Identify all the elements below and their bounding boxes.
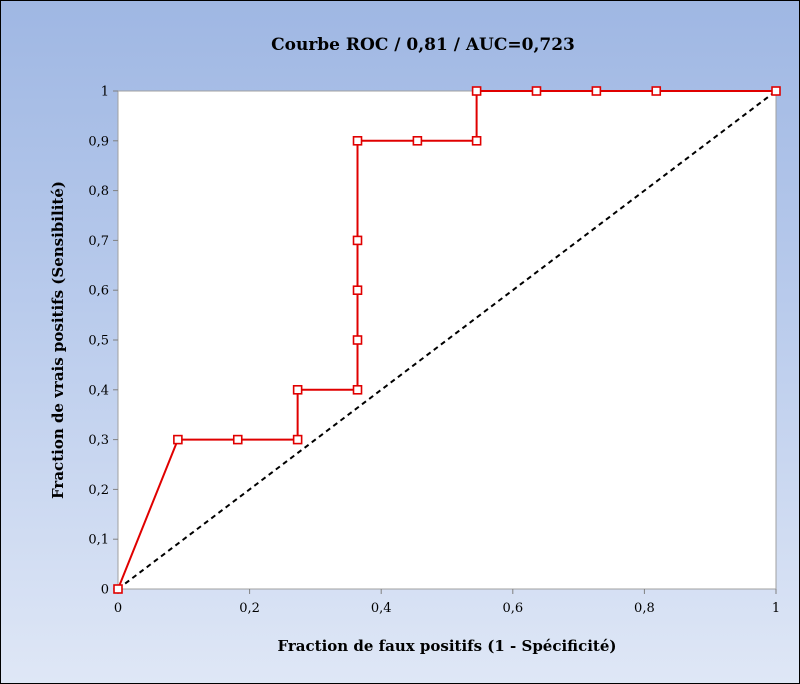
chart-title: Courbe ROC / 0,81 / AUC=0,723 (271, 35, 575, 55)
x-axis-title: Fraction de faux positifs (1 - Spécifici… (278, 637, 617, 655)
roc-point (352, 384, 363, 395)
roc-point (412, 136, 423, 146)
y-tick-label: 0,3 (88, 433, 109, 448)
roc-point (471, 136, 482, 146)
x-tick-label: 0,8 (634, 601, 655, 616)
x-axis: 0 0,2 0,4 0,6 0,8 1 (114, 589, 780, 616)
roc-point (113, 584, 123, 594)
roc-point (352, 285, 363, 296)
roc-point (173, 434, 183, 445)
roc-point (352, 235, 363, 246)
roc-point (352, 335, 363, 345)
y-tick-label: 0,5 (88, 334, 109, 349)
y-tick-label: 0,9 (88, 134, 109, 149)
roc-point (232, 434, 243, 445)
y-tick-label: 0,4 (88, 383, 109, 398)
x-tick-label: 0 (114, 601, 122, 616)
reference-diagonal-line (117, 90, 777, 590)
x-tick-label: 0,2 (239, 601, 260, 616)
roc-point (352, 136, 363, 146)
x-tick-label: 0,6 (502, 601, 523, 616)
roc-point (591, 86, 602, 96)
y-axis: 0 0,1 0,2 0,3 0,4 0,5 0,6 0,7 0,8 0,9 1 (88, 85, 118, 598)
y-tick-label: 0,2 (88, 483, 109, 498)
y-tick-label: 0 (101, 583, 109, 598)
x-tick-label: 1 (772, 601, 780, 616)
series-layer (113, 86, 781, 594)
y-tick-label: 0,7 (88, 234, 109, 249)
roc-point (292, 434, 303, 445)
roc-point (471, 86, 482, 96)
roc-point (292, 384, 303, 395)
y-tick-label: 1 (101, 85, 109, 100)
y-tick-label: 0,8 (88, 184, 109, 199)
y-axis-title: Fraction de vrais positifs (Sensibilité) (49, 181, 67, 499)
roc-point (531, 86, 542, 96)
roc-point (651, 86, 662, 96)
y-tick-label: 0,6 (88, 284, 109, 299)
roc-point (771, 86, 781, 96)
y-tick-label: 0,1 (88, 533, 109, 548)
plot-area (117, 90, 777, 590)
x-tick-label: 0,4 (371, 601, 392, 616)
